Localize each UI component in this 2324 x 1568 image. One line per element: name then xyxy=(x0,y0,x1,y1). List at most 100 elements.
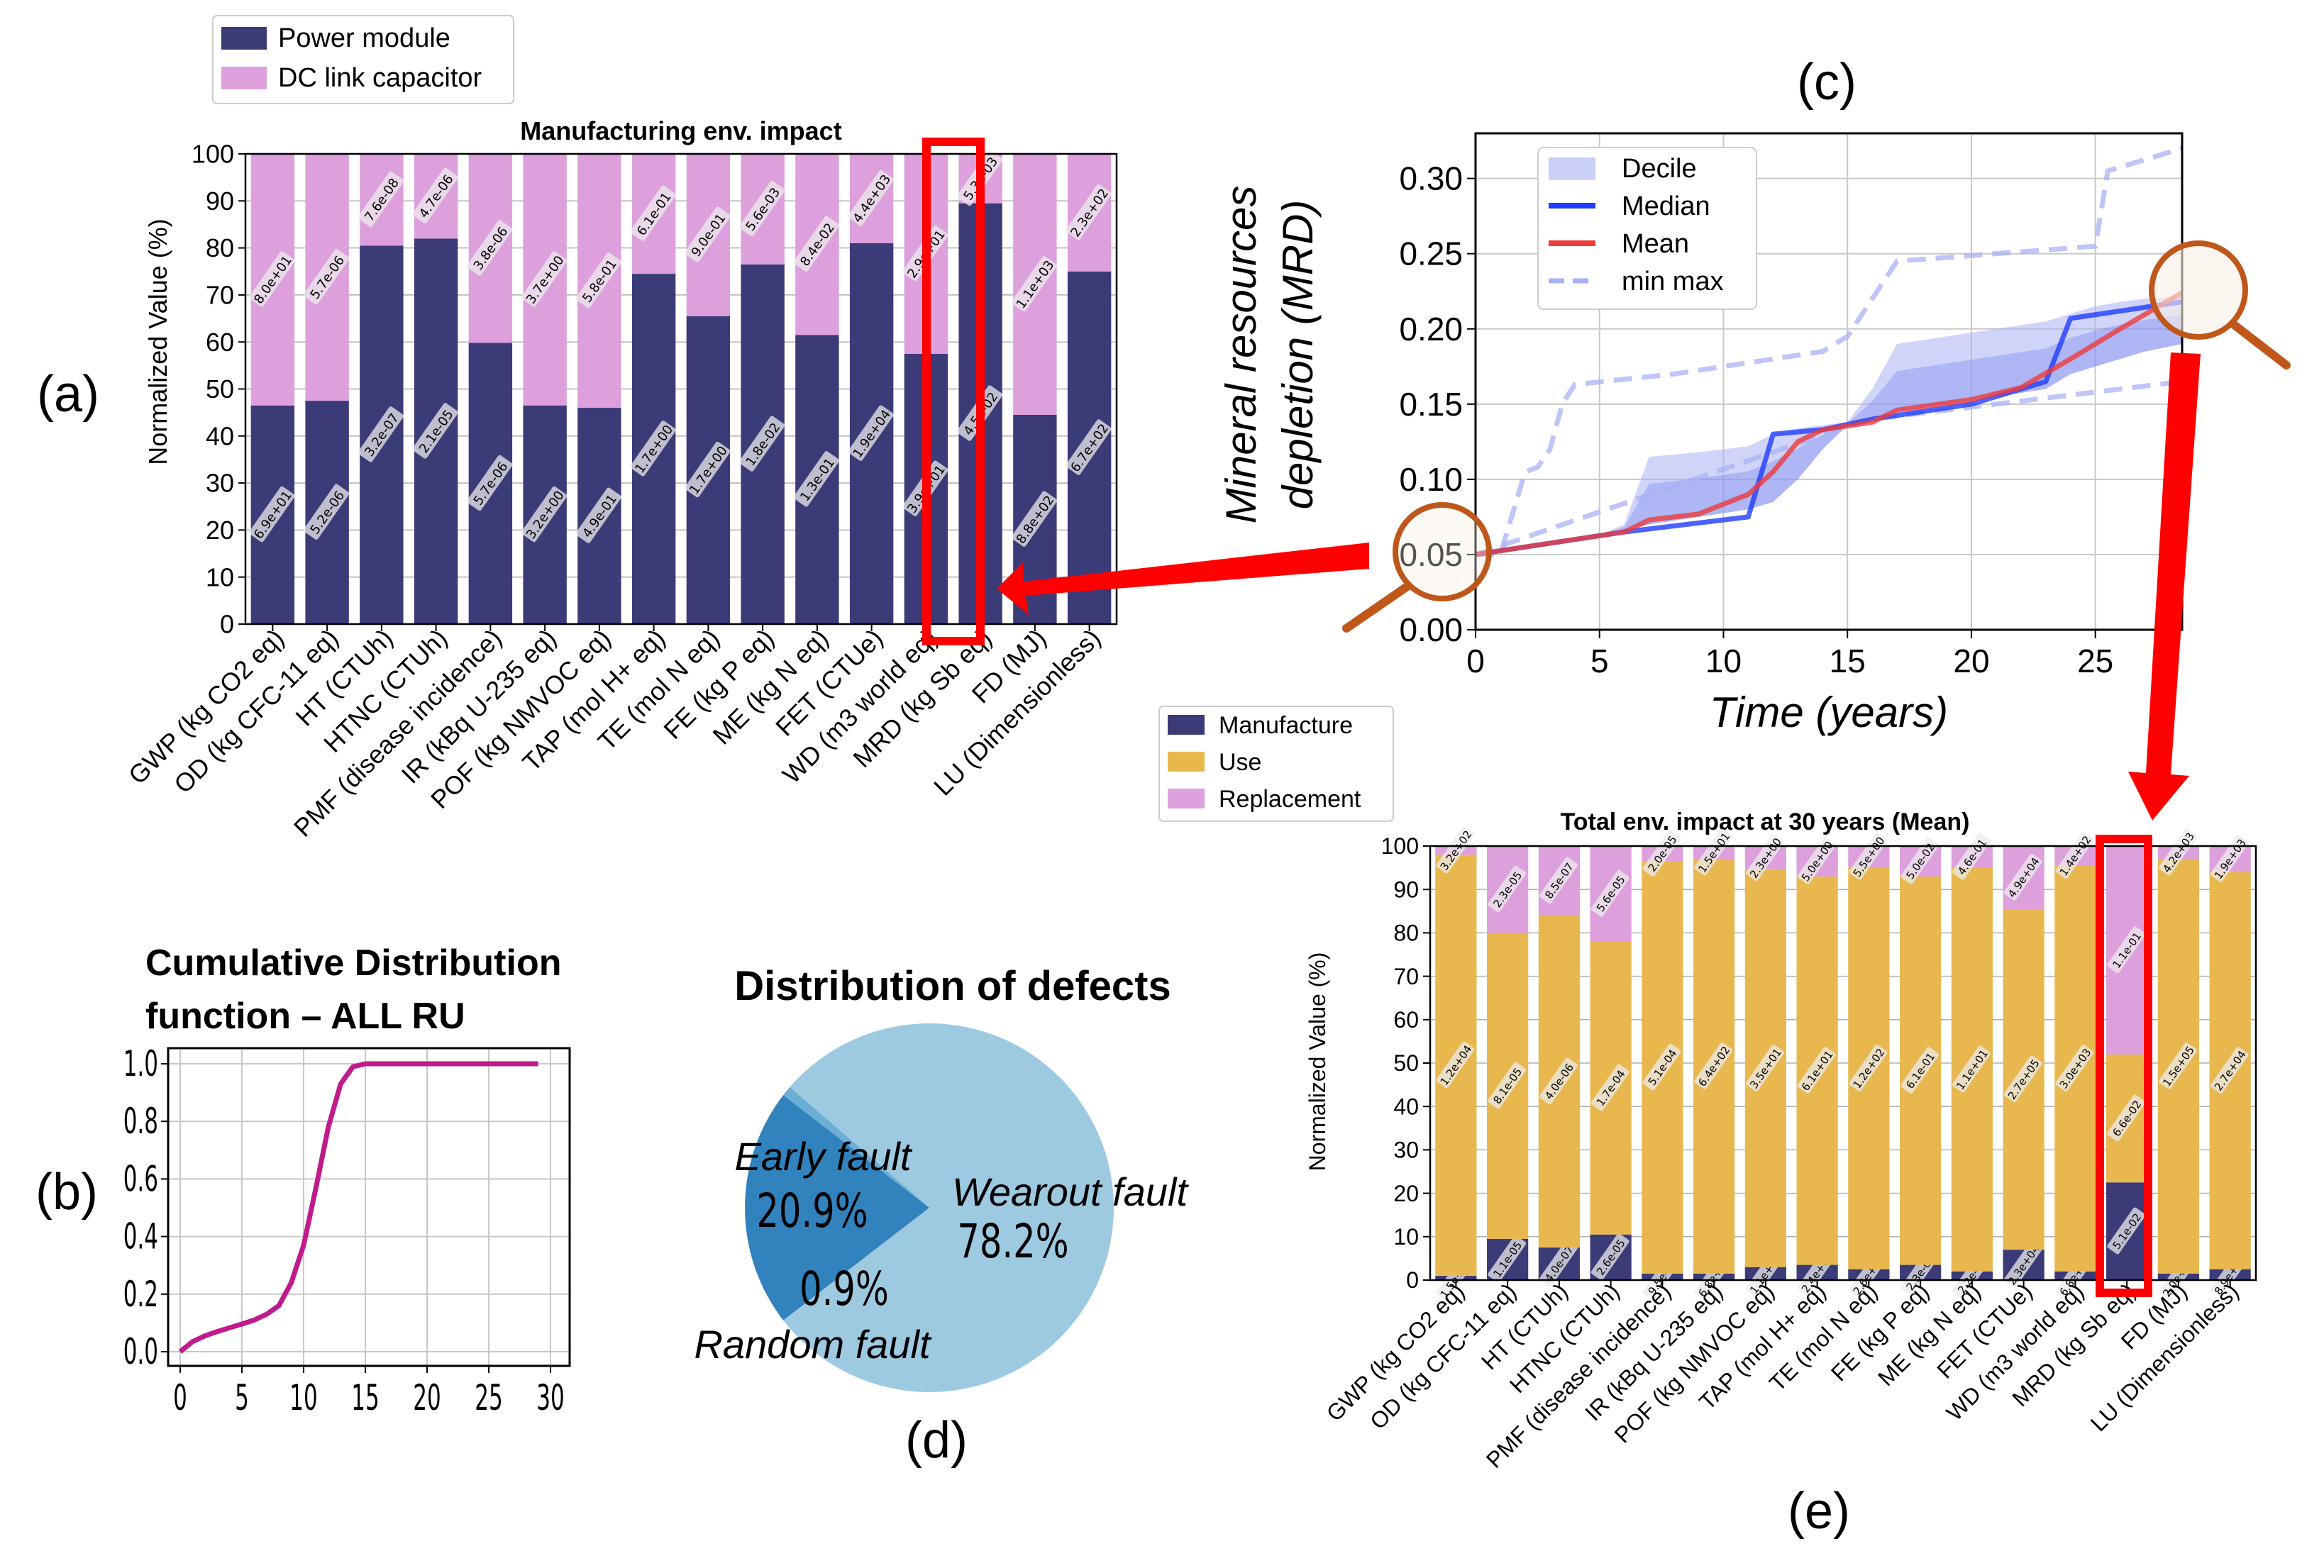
y-tick-label: 0.20 xyxy=(1399,311,1463,347)
value-label-box xyxy=(1900,1047,1940,1094)
legend-e-replacement: Replacement xyxy=(1219,786,1361,813)
value-label-box xyxy=(1952,1045,1991,1093)
chart-a-ylabel: Normalized Value (%) xyxy=(143,218,172,465)
decile-band xyxy=(1476,296,2182,555)
legend-a-dc-link: DC link capacitor xyxy=(278,63,482,93)
y-tick-label: 10 xyxy=(206,562,234,591)
legend-a-swatch-power-module xyxy=(221,27,267,50)
y-tick-label: 40 xyxy=(206,421,234,450)
value-label-box xyxy=(1694,1042,1733,1089)
y-tick-label: 20 xyxy=(1393,1181,1419,1206)
y-tick-label: 80 xyxy=(1393,921,1419,946)
y-tick-label: 70 xyxy=(1393,964,1419,989)
cdf-line xyxy=(178,1061,538,1354)
value-label-box xyxy=(2003,1055,2042,1103)
panel-label-c: (c) xyxy=(1797,54,1857,111)
value-label-box xyxy=(1642,1043,1681,1091)
value-label-box xyxy=(2107,1094,2146,1142)
chart-e-title: Total env. impact at 30 years (Mean) xyxy=(1561,808,1970,835)
value-label-box xyxy=(2003,853,2042,901)
y-tick-label: 50 xyxy=(1393,1050,1419,1076)
value-label-box xyxy=(303,249,350,305)
value-label-box xyxy=(630,421,676,477)
legend-a: Power module DC link capacitor xyxy=(212,15,514,104)
chart-c-xlabel: Time (years) xyxy=(1710,689,1948,736)
value-label-box xyxy=(793,451,839,507)
x-tick-label: 20 xyxy=(413,1377,441,1418)
y-tick-label: 0.30 xyxy=(1399,160,1463,197)
y-tick-label: 20 xyxy=(206,516,234,545)
chart-c-ylabel-line1: Mineral resources xyxy=(1217,186,1265,524)
x-tick-label: 10 xyxy=(1705,643,1742,679)
value-label-box xyxy=(467,220,513,276)
value-label-box xyxy=(1066,419,1112,475)
panel-c: 0 5 10 15 20 25 0.00 0.05 0.10 0.15 0.20 0.25 0.30 T… xyxy=(1217,132,2291,736)
y-tick-label: 1.0 xyxy=(123,1042,158,1084)
panel-label-a: (a) xyxy=(37,366,99,423)
value-label-box xyxy=(2210,1047,2249,1094)
arrow-to-panel-a xyxy=(997,543,1369,615)
value-label-box xyxy=(1488,1235,1527,1283)
legend-e-swatch-replacement xyxy=(1168,789,1205,808)
value-label-box xyxy=(412,167,458,224)
value-label-box xyxy=(1797,1047,1836,1094)
value-label-box xyxy=(1590,869,1629,917)
y-tick-label: 0 xyxy=(220,610,234,639)
value-label-box xyxy=(521,251,568,307)
value-label-box xyxy=(1746,1045,1784,1091)
legend-a-power-module: Power module xyxy=(278,23,450,53)
value-label-box xyxy=(1694,828,1733,876)
value-label-box xyxy=(2055,832,2094,879)
pie-label-early: Early fault xyxy=(735,1134,913,1179)
y-tick-label: 90 xyxy=(1393,877,1419,902)
arrow-to-panel-e xyxy=(2128,352,2201,821)
value-label-box xyxy=(1539,1240,1578,1287)
x-tick-label: 20 xyxy=(1953,643,1989,679)
x-tick-label: 0 xyxy=(1466,643,1485,679)
y-tick-label: 0 xyxy=(1406,1267,1419,1293)
value-label-box xyxy=(1849,1045,1888,1091)
y-tick-label: 0.0 xyxy=(123,1330,158,1372)
y-tick-label: 0.00 xyxy=(1399,611,1463,648)
value-label-box xyxy=(848,405,894,461)
y-tick-label: 40 xyxy=(1393,1094,1419,1119)
legend-e: Manufacture Use Replacement xyxy=(1158,706,1394,822)
legend-c: Decile Median Mean min max xyxy=(1537,147,1757,310)
panel-d: Distribution of defects Early fault 20.9%… xyxy=(694,963,1189,1392)
value-label-box xyxy=(848,169,894,226)
value-label-box xyxy=(575,487,621,543)
y-tick-label: 100 xyxy=(1381,833,1419,859)
value-label-box xyxy=(575,252,621,308)
value-label-box xyxy=(1900,837,1940,884)
pie-pct-wearout: 78.2% xyxy=(957,1214,1068,1269)
plot-frame xyxy=(167,1047,571,1367)
value-label-box xyxy=(630,185,676,241)
value-label-box xyxy=(249,251,295,307)
y-tick-label: 0.6 xyxy=(123,1158,158,1200)
pie-pct-early: 20.9% xyxy=(756,1184,868,1238)
value-label-box xyxy=(738,180,785,237)
chart-b-title-line2: function – ALL RU xyxy=(145,996,465,1037)
value-label-box xyxy=(1436,826,1475,874)
value-label-box xyxy=(1849,833,1888,880)
value-label-box xyxy=(1590,1064,1629,1111)
value-label-box xyxy=(1539,857,1578,904)
value-label-box xyxy=(2159,1042,2197,1089)
chart-d-title: Distribution of defects xyxy=(734,963,1171,1009)
pie-label-random: Random fault xyxy=(694,1322,932,1367)
y-tick-label: 0.10 xyxy=(1399,461,1463,498)
magnifier-right-icon xyxy=(2149,240,2291,369)
legend-e-manufacture: Manufacture xyxy=(1219,712,1353,739)
value-label-box xyxy=(1952,833,1991,880)
y-tick-label: 30 xyxy=(1393,1138,1419,1163)
legend-c-swatch-decile xyxy=(1549,157,1595,180)
value-label-box xyxy=(1011,255,1057,312)
median-line xyxy=(1476,299,2182,557)
y-tick-label: 70 xyxy=(206,281,234,310)
value-label-box xyxy=(1539,1057,1578,1105)
highlight-box-e xyxy=(2096,835,2152,1297)
chart-a-title: Manufacturing env. impact xyxy=(520,116,841,145)
value-label-box xyxy=(2003,1241,2042,1288)
